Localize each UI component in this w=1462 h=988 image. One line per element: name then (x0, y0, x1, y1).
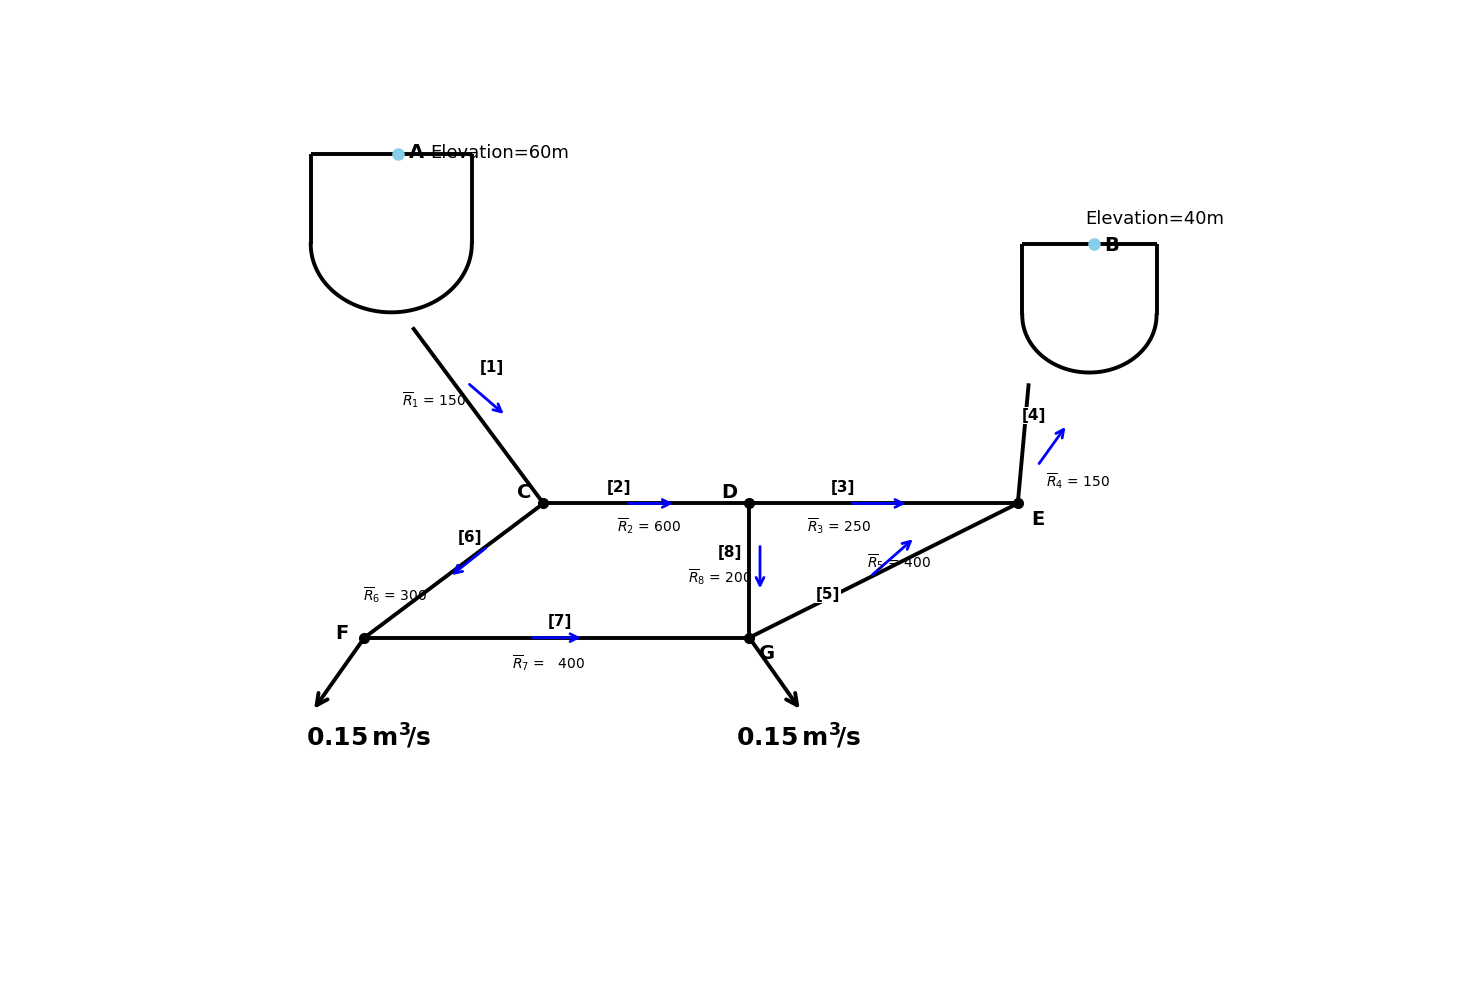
Text: $\overline{R}_{6}$ = 300: $\overline{R}_{6}$ = 300 (363, 585, 427, 605)
Text: $\overline{R}_{4}$ = 150: $\overline{R}_{4}$ = 150 (1047, 471, 1111, 491)
Text: C: C (516, 483, 531, 502)
Text: $\overline{R}_{3}$ = 250: $\overline{R}_{3}$ = 250 (807, 516, 871, 535)
Text: [8]: [8] (718, 545, 741, 560)
Text: $\mathbf{0.15\,m^3\!/s}$: $\mathbf{0.15\,m^3\!/s}$ (735, 721, 861, 751)
Text: Elevation=40m: Elevation=40m (1085, 209, 1224, 228)
Text: [6]: [6] (458, 530, 482, 545)
Text: [2]: [2] (607, 480, 632, 495)
Text: [5]: [5] (816, 587, 841, 603)
Text: $\mathbf{0.15\,m^3\!/s}$: $\mathbf{0.15\,m^3\!/s}$ (306, 721, 431, 751)
Text: [7]: [7] (547, 615, 572, 629)
Text: A: A (409, 143, 424, 162)
Text: D: D (722, 483, 738, 502)
Text: G: G (759, 644, 775, 663)
Text: F: F (335, 623, 348, 642)
Text: $\overline{R}_{1}$ = 150: $\overline{R}_{1}$ = 150 (402, 390, 466, 410)
Text: E: E (1031, 510, 1044, 529)
Text: [1]: [1] (480, 360, 503, 374)
Text: $\overline{R}_{7}$ =   400: $\overline{R}_{7}$ = 400 (512, 653, 585, 673)
Text: $\overline{R}_{8}$ = 200: $\overline{R}_{8}$ = 200 (689, 567, 753, 587)
Text: [4]: [4] (1022, 408, 1047, 423)
Text: [3]: [3] (830, 480, 855, 495)
Text: B: B (1105, 236, 1120, 255)
Text: Elevation=60m: Elevation=60m (430, 143, 569, 162)
Text: $\overline{R}_{5}$ = 400: $\overline{R}_{5}$ = 400 (867, 551, 931, 571)
Text: $\overline{R}_{2}$ = 600: $\overline{R}_{2}$ = 600 (617, 516, 681, 535)
